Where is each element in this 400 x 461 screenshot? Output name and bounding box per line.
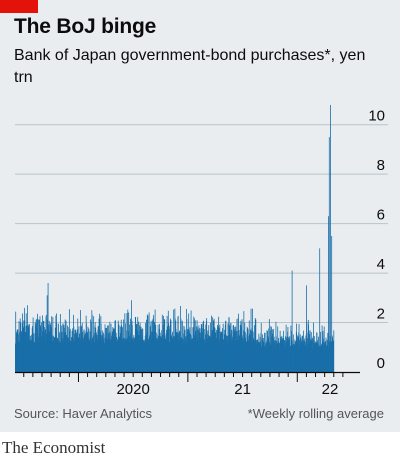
bar (173, 309, 175, 372)
chart-title: The BoJ binge (14, 15, 157, 38)
x-tick-label: 21 (234, 381, 251, 398)
bar (47, 282, 49, 372)
brand-red-tag (0, 0, 38, 13)
x-tick-label: 2020 (116, 381, 149, 398)
y-tick-label: 8 (377, 157, 385, 174)
economist-logo-text: The Economist (2, 438, 106, 457)
bar-series (15, 104, 335, 372)
y-tick-label: 4 (377, 256, 385, 273)
bar (291, 270, 293, 372)
bar (327, 216, 329, 372)
tick-labels: 0 2 4 6 8 10 2020 21 22 (116, 108, 385, 398)
bar (331, 236, 333, 372)
bar (330, 104, 331, 372)
bar (59, 314, 61, 372)
x-tick-label: 22 (322, 381, 339, 398)
chart-card: The BoJ binge Bank of Japan government-b… (0, 0, 400, 432)
chart-subtitle: Bank of Japan government-bond purchases*… (14, 47, 366, 86)
bar (319, 248, 321, 372)
chart-plot: 0 2 4 6 8 10 2020 21 22 (15, 104, 388, 398)
gridlines (15, 124, 388, 324)
y-tick-label: 0 (377, 355, 385, 372)
bar (333, 330, 335, 372)
source-note: Source: Haver Analytics (14, 406, 153, 421)
bar (154, 309, 156, 372)
y-tick-label: 6 (377, 207, 385, 224)
footnote: *Weekly rolling average (247, 406, 384, 421)
bar (15, 311, 17, 372)
x-axis (15, 371, 360, 382)
bar (26, 305, 28, 372)
y-tick-label: 10 (368, 108, 385, 125)
bar (328, 137, 330, 372)
y-tick-label: 2 (377, 306, 385, 323)
